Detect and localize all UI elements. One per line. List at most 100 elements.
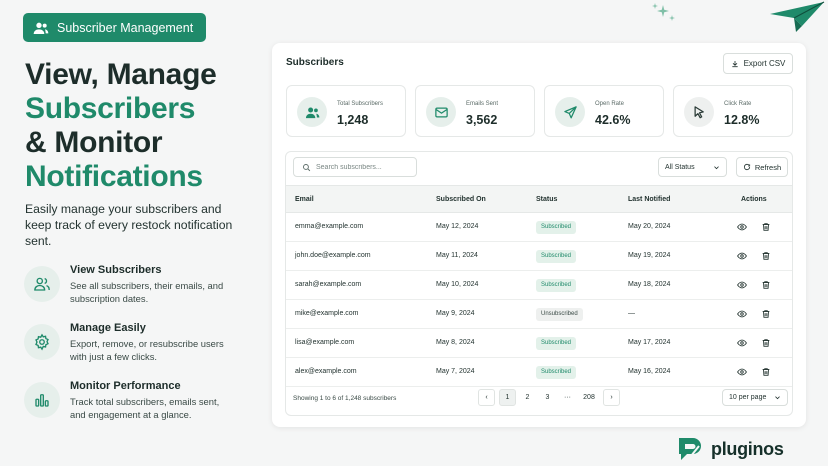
- page-208-button[interactable]: 208: [583, 394, 595, 401]
- trash-icon[interactable]: [758, 364, 774, 380]
- page-1-button[interactable]: 1: [499, 389, 516, 406]
- headline-line-1: View, Manage: [25, 58, 217, 91]
- subscribed-on-cell: May 7, 2024: [436, 368, 475, 375]
- stat-label: Total Subscribers: [337, 101, 384, 107]
- feature-title: Manage Easily: [70, 322, 146, 334]
- column-header-last-notified: Last Notified: [628, 196, 671, 203]
- sparkles-icon: [652, 3, 675, 21]
- table-row: sarah@example.com May 10, 2024 Subscribe…: [286, 271, 792, 300]
- export-csv-button[interactable]: Export CSV: [723, 53, 793, 74]
- view-icon[interactable]: [734, 277, 750, 293]
- per-page-value: 10 per page: [729, 394, 767, 401]
- table-row: john.doe@example.com May 11, 2024 Subscr…: [286, 242, 792, 271]
- stat-value: 1,248: [337, 113, 369, 127]
- page-3-button[interactable]: 3: [545, 394, 550, 401]
- paper-plane-icon: [770, 1, 825, 32]
- feature-monitor-performance: Monitor Performance Track total subscrib…: [24, 380, 264, 430]
- email-cell: mike@example.com: [295, 310, 359, 317]
- per-page-select[interactable]: 10 per page: [722, 389, 788, 406]
- stat-value: 12.8%: [724, 113, 760, 127]
- last-notified-cell: May 20, 2024: [628, 223, 671, 230]
- refresh-label: Refresh: [754, 162, 782, 172]
- trash-icon[interactable]: [758, 248, 774, 264]
- stat-total-subscribers: Total Subscribers 1,248: [286, 85, 406, 137]
- headline-line-3: & Monitor: [25, 126, 163, 159]
- search-icon: [303, 163, 311, 171]
- view-icon[interactable]: [734, 248, 750, 264]
- stat-value: 3,562: [466, 113, 498, 127]
- email-cell: emma@example.com: [295, 223, 364, 230]
- feature-description: Track total subscribers, emails sent, an…: [70, 396, 220, 420]
- pluginos-logo: pluginos: [677, 436, 784, 462]
- users-icon: [24, 266, 60, 302]
- view-icon[interactable]: [734, 335, 750, 351]
- refresh-button[interactable]: Refresh: [736, 157, 788, 177]
- previous-page-button[interactable]: ‹: [478, 389, 495, 406]
- search-input[interactable]: [316, 163, 411, 171]
- trash-icon[interactable]: [758, 277, 774, 293]
- column-header-actions: Actions: [741, 196, 767, 203]
- download-icon: [731, 60, 738, 67]
- subscribed-on-cell: May 10, 2024: [436, 281, 479, 288]
- last-notified-cell: —: [628, 310, 635, 317]
- pagination-ellipsis: ···: [564, 394, 571, 401]
- status-badge: Subscribed: [536, 221, 577, 234]
- subscribed-on-cell: May 9, 2024: [436, 310, 475, 317]
- refresh-icon: [743, 163, 750, 171]
- column-header-subscribed-on: Subscribed On: [436, 196, 486, 203]
- feature-title: View Subscribers: [70, 264, 162, 276]
- column-header-status: Status: [536, 196, 558, 203]
- table-row: alex@example.com May 7, 2024 Subscribed …: [286, 358, 792, 387]
- email-cell: sarah@example.com: [295, 281, 362, 288]
- cursor-icon: [684, 97, 714, 127]
- status-badge: Subscribed: [536, 366, 577, 379]
- view-icon[interactable]: [734, 306, 750, 322]
- column-header-email: Email: [295, 196, 314, 203]
- subscribers-table-panel: All Status Refresh Email Subscribed On S…: [285, 151, 793, 416]
- headline-line-2: Subscribers: [25, 92, 196, 125]
- gear-icon: [24, 324, 60, 360]
- view-icon[interactable]: [734, 219, 750, 235]
- subscriber-management-pill: Subscriber Management: [23, 13, 206, 42]
- next-page-button[interactable]: ›: [603, 389, 620, 406]
- table-row: mike@example.com May 9, 2024 Unsubscribe…: [286, 300, 792, 329]
- table-row: emma@example.com May 12, 2024 Subscribed…: [286, 213, 792, 242]
- brand-name: pluginos: [711, 438, 784, 459]
- table-row: lisa@example.com May 8, 2024 Subscribed …: [286, 329, 792, 358]
- stat-label: Open Rate: [595, 101, 625, 107]
- email-cell: john.doe@example.com: [295, 252, 371, 259]
- lead-text: Easily manage your subscribers and keep …: [25, 202, 233, 248]
- feature-description: Export, remove, or resubscribe users wit…: [70, 338, 224, 362]
- users-icon: [33, 22, 49, 34]
- card-title: Subscribers: [286, 57, 344, 68]
- send-icon: [555, 97, 585, 127]
- table-header: Email Subscribed On Status Last Notified…: [286, 185, 792, 213]
- status-badge: Subscribed: [536, 279, 577, 292]
- subscribed-on-cell: May 8, 2024: [436, 339, 475, 346]
- subscribers-card: Subscribers Export CSV Total Subscribers…: [272, 43, 806, 427]
- feature-view-subscribers: View Subscribers See all subscribers, th…: [24, 264, 264, 314]
- last-notified-cell: May 18, 2024: [628, 281, 671, 288]
- stat-value: 42.6%: [595, 113, 631, 127]
- trash-icon[interactable]: [758, 306, 774, 322]
- email-cell: lisa@example.com: [295, 339, 355, 346]
- feature-manage-easily: Manage Easily Export, remove, or resubsc…: [24, 322, 264, 372]
- headline: View, Manage Subscribers & Monitor Notif…: [25, 58, 265, 194]
- pill-label: Subscriber Management: [57, 20, 194, 35]
- export-label: Export CSV: [743, 59, 786, 68]
- mail-icon: [426, 97, 456, 127]
- status-badge: Subscribed: [536, 337, 577, 350]
- feature-description: See all subscribers, their emails, and s…: [70, 280, 224, 304]
- status-badge: Unsubscribed: [536, 308, 583, 321]
- pluginos-logo-mark: [679, 438, 701, 460]
- page-2-button[interactable]: 2: [525, 394, 530, 401]
- trash-icon[interactable]: [758, 219, 774, 235]
- view-icon[interactable]: [734, 364, 750, 380]
- last-notified-cell: May 19, 2024: [628, 252, 671, 259]
- last-notified-cell: May 16, 2024: [628, 368, 671, 375]
- search-box[interactable]: [293, 157, 417, 177]
- stat-label: Click Rate: [724, 101, 752, 107]
- status-filter-select[interactable]: All Status: [658, 157, 727, 177]
- feature-title: Monitor Performance: [70, 380, 181, 392]
- trash-icon[interactable]: [758, 335, 774, 351]
